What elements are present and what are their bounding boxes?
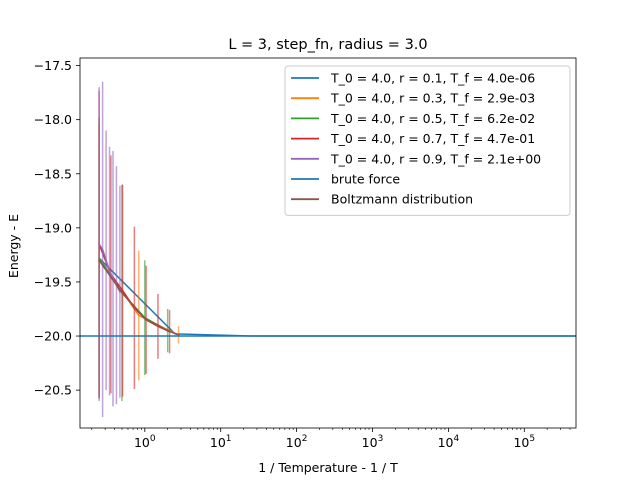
legend-entry: T_0 = 4.0, r = 0.9, T_f = 2.1e+00 <box>330 151 541 166</box>
y-tick-label: −19.5 <box>34 274 72 289</box>
legend: T_0 = 4.0, r = 0.1, T_f = 4.0e-06 T_0 = 4… <box>284 65 571 216</box>
x-tick-label: 105 <box>513 434 535 450</box>
x-tick-label-base: 10 <box>134 435 150 450</box>
x-tick-label-exponent: 4 <box>453 434 459 444</box>
series-group <box>98 259 180 336</box>
legend-entry: T_0 = 4.0, r = 0.3, T_f = 2.9e-03 <box>330 91 535 106</box>
x-tick-label-exponent: 1 <box>226 434 232 444</box>
y-tick-label: −17.5 <box>34 58 72 73</box>
y-tick-label: −18.5 <box>34 166 72 181</box>
y-tick-label: −18.0 <box>34 112 72 127</box>
x-tick-label-base: 10 <box>286 435 302 450</box>
y-axis-label: Energy - E <box>6 214 21 278</box>
y-tick-label: −20.0 <box>34 329 72 344</box>
plot-area <box>80 81 576 418</box>
x-tick-label-base: 10 <box>438 435 454 450</box>
x-tick-label: 104 <box>438 434 460 450</box>
x-tick-label: 101 <box>210 434 232 450</box>
legend-entry: Boltzmann distribution <box>331 192 473 207</box>
plot-content <box>80 81 576 418</box>
legend-entry: T_0 = 4.0, r = 0.7, T_f = 4.7e-01 <box>330 131 535 146</box>
y-tick-label: −20.5 <box>34 383 72 398</box>
legend-entry: T_0 = 4.0, r = 0.5, T_f = 6.2e-02 <box>330 111 535 126</box>
axes-frame <box>79 57 577 429</box>
y-tick-label: −19.0 <box>34 220 72 235</box>
x-tick-label-exponent: 5 <box>529 434 535 444</box>
legend-entry: T_0 = 4.0, r = 0.1, T_f = 4.0e-06 <box>330 71 535 86</box>
series-line <box>98 259 180 336</box>
chart-title: L = 3, step_fn, radius = 3.0 <box>228 37 427 53</box>
x-tick-label: 100 <box>134 434 156 450</box>
x-tick-label-exponent: 2 <box>302 434 308 444</box>
x-tick-label-base: 10 <box>210 435 226 450</box>
x-tick-label-exponent: 3 <box>378 434 384 444</box>
legend-entry: brute force <box>331 172 400 187</box>
x-tick-label-base: 10 <box>513 435 529 450</box>
x-tick-label-base: 10 <box>362 435 378 450</box>
x-tick-label: 102 <box>286 434 308 450</box>
axes: 100 101 102 103 104 105−17.5−18.0−18.5−19.0−1… <box>34 57 577 450</box>
legend-box <box>284 65 571 216</box>
x-tick-label: 103 <box>362 434 384 450</box>
x-axis-label: 1 / Temperature - 1 / T <box>258 460 398 475</box>
x-tick-label-exponent: 0 <box>150 434 156 444</box>
